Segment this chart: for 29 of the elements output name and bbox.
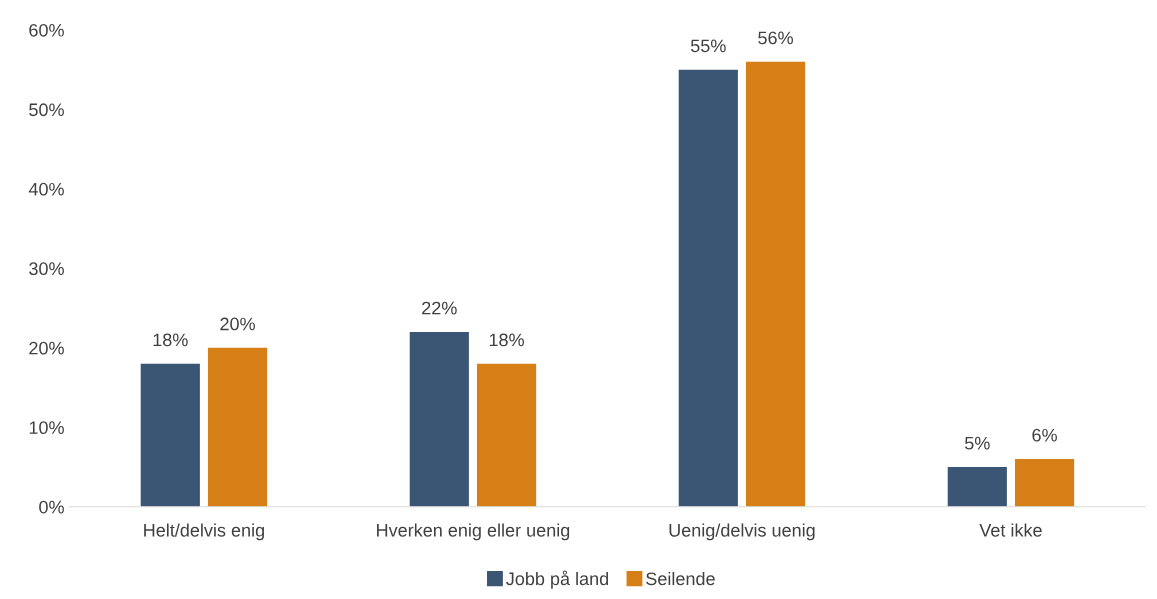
text: 6% (1032, 428, 1057, 442)
text: 5% (964, 436, 990, 450)
bar (947, 467, 1007, 507)
y-tick-label: 30% (29, 262, 64, 276)
y-tick-label: 10% (29, 421, 64, 435)
bar (1014, 459, 1075, 507)
y-tick-label: 50% (29, 103, 64, 117)
text: 22% (422, 301, 457, 315)
text: 55% (690, 39, 726, 53)
y-tick-label: 0% (39, 500, 64, 514)
bar (140, 363, 200, 507)
y-tick-label: 60% (29, 23, 64, 37)
x-tick-label: Uenig/delvis uenig (669, 523, 815, 541)
legend-label: Seilende (646, 571, 715, 586)
bar (678, 69, 738, 507)
text: 20% (220, 317, 255, 331)
text: 18% (153, 333, 188, 347)
bar (207, 347, 268, 507)
text: 56% (758, 31, 793, 45)
bar (409, 331, 469, 507)
y-tick-label: 40% (28, 182, 64, 196)
legend-label: Jobb på land (506, 570, 609, 589)
x-tick-label: Helt/delvis enig (144, 523, 264, 541)
bar (745, 61, 806, 507)
x-tick-label: Hverken enig eller uenig (377, 523, 570, 541)
text: 18% (489, 333, 524, 347)
bar (476, 363, 537, 507)
x-tick-label: Vet ikke (979, 523, 1042, 537)
y-tick-label: 20% (29, 341, 64, 355)
